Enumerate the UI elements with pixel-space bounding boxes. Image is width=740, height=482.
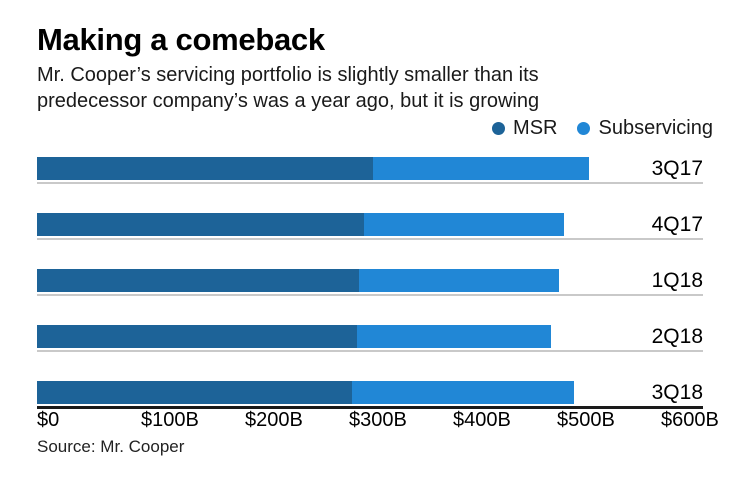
legend-label-subservicing: Subservicing <box>598 117 713 139</box>
category-label-3q18: 3Q18 <box>651 381 703 404</box>
bar-segment-msr <box>37 325 358 348</box>
x-tick-label-600: $600B <box>661 409 719 431</box>
bar-row-3q17: 3Q17 <box>37 157 703 185</box>
legend-item-subservicing: Subservicing <box>577 117 713 140</box>
legend-label-msr: MSR <box>513 117 558 139</box>
bar-segment-subservicing <box>363 213 565 236</box>
row-baseline <box>37 350 703 352</box>
x-tick-label-300: $300B <box>349 409 407 431</box>
stacked-bar <box>37 269 560 292</box>
stacked-bar <box>37 213 565 236</box>
bar-row-1q18: 1Q18 <box>37 269 703 297</box>
row-baseline <box>37 294 703 296</box>
category-label-1q18: 1Q18 <box>651 269 703 292</box>
x-tick-label-0: $0 <box>37 409 60 431</box>
bar-row-3q18: 3Q18 <box>37 381 703 409</box>
bar-segment-subservicing <box>357 325 551 348</box>
x-tick-label-500: $500B <box>557 409 615 431</box>
bar-segment-subservicing <box>359 269 560 292</box>
x-axis-tick-labels: $0 $100B $200B $300B $400B $500B $600B <box>37 409 719 431</box>
msr-legend-dot-icon <box>492 122 506 135</box>
legend: MSR Subservicing <box>492 117 713 140</box>
category-label-2q18: 2Q18 <box>651 325 703 348</box>
subservicing-legend-dot-icon <box>577 122 591 135</box>
bar-segment-msr <box>37 157 373 180</box>
chart-subtitle-line2: predecessor company’s was a year ago, bu… <box>37 90 540 112</box>
row-baseline <box>37 182 703 184</box>
stacked-bar <box>37 325 551 348</box>
x-axis-line <box>37 406 703 409</box>
bar-segment-subservicing <box>372 157 590 180</box>
source-note: Source: Mr. Cooper <box>37 437 185 456</box>
x-tick-label-400: $400B <box>453 409 511 431</box>
category-label-4q17: 4Q17 <box>651 213 703 236</box>
bar-row-2q18: 2Q18 <box>37 325 703 353</box>
chart-title: Making a comeback <box>37 22 325 57</box>
bar-segment-msr <box>37 381 353 404</box>
stacked-bar <box>37 381 574 404</box>
x-tick-label-200: $200B <box>245 409 303 431</box>
x-tick-label-100: $100B <box>141 409 199 431</box>
bar-segment-msr <box>37 213 364 236</box>
row-baseline <box>37 238 703 240</box>
chart-subtitle: Mr. Cooper’s servicing portfolio is slig… <box>37 62 539 114</box>
stacked-bar <box>37 157 590 180</box>
bar-row-4q17: 4Q17 <box>37 213 703 241</box>
bar-segment-subservicing <box>352 381 574 404</box>
chart-subtitle-line1: Mr. Cooper’s servicing portfolio is slig… <box>37 64 539 86</box>
category-label-3q17: 3Q17 <box>651 157 703 180</box>
bar-chart: 3Q17 4Q17 1Q18 2Q18 3Q18 <box>37 157 703 409</box>
legend-item-msr: MSR <box>492 117 557 140</box>
bar-segment-msr <box>37 269 360 292</box>
